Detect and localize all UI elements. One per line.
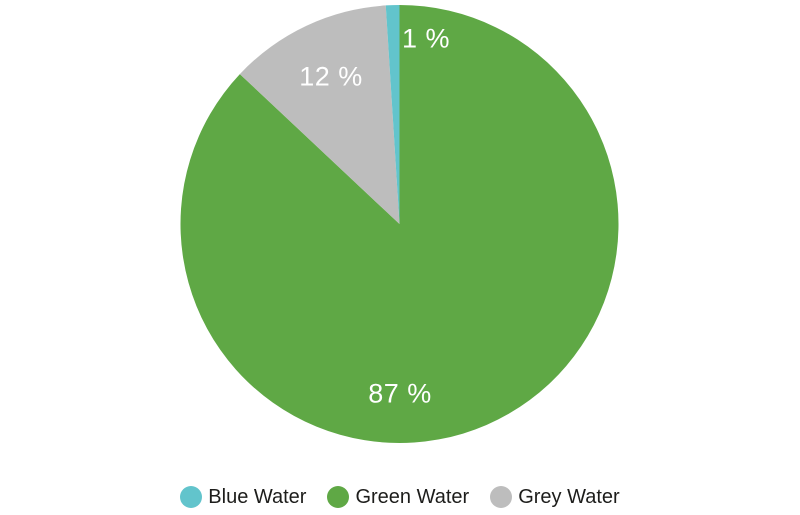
legend-label-grey-water: Grey Water bbox=[518, 486, 620, 508]
pie-slice-green-water bbox=[180, 5, 619, 443]
legend-label-green-water: Green Water bbox=[355, 486, 470, 508]
legend-item-blue-water: Blue Water bbox=[180, 486, 306, 508]
legend-swatch-blue-water-icon bbox=[180, 486, 203, 508]
legend-item-grey-water: Grey Water bbox=[490, 486, 620, 508]
legend: Blue Water Green Water Grey Water bbox=[0, 484, 800, 510]
legend-label-blue-water: Blue Water bbox=[208, 486, 307, 508]
pie-slice-blue-water bbox=[385, 5, 400, 224]
pie-slice-grey-water bbox=[239, 5, 400, 225]
legend-swatch-green-water-icon bbox=[327, 486, 350, 508]
legend-item-green-water: Green Water bbox=[327, 486, 469, 508]
legend-swatch-grey-water-icon bbox=[490, 486, 513, 508]
